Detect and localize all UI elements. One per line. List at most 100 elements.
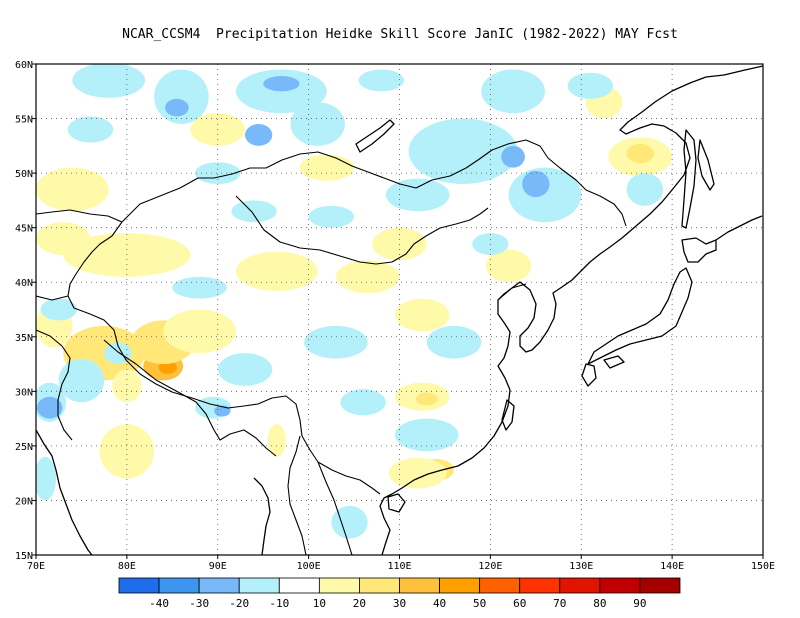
colorbar-bin (318, 577, 360, 594)
coastline-mainland (379, 65, 763, 555)
island-honshu (587, 267, 693, 365)
skill-patch (58, 358, 105, 403)
colorbar-bin (198, 577, 240, 594)
skill-patch (501, 145, 525, 168)
x-tick-label: 110E (387, 561, 411, 572)
skill-patch (217, 353, 273, 386)
x-tick-label: 120E (478, 561, 502, 572)
y-tick-label: 55N (15, 115, 33, 126)
skill-patch (394, 418, 459, 452)
y-tick-label: 15N (15, 551, 33, 562)
border-korea (497, 283, 527, 301)
skill-patch (331, 505, 368, 539)
island-taiwan (501, 399, 515, 431)
colorbar-label: 80 (593, 597, 606, 610)
coastline-okhotsk (697, 139, 715, 191)
coastlines-and-borders (36, 65, 763, 555)
island-chain-kuril (715, 215, 763, 241)
y-tick-label: 40N (15, 278, 33, 289)
skill-patch (385, 178, 450, 212)
skill-patch (163, 309, 236, 354)
colorbar-bin (278, 577, 320, 594)
border-west-china (67, 221, 303, 437)
skill-patch (231, 200, 277, 223)
skill-patch (36, 222, 91, 255)
x-tick-label: 150E (751, 561, 775, 572)
border-himalaya (103, 339, 277, 457)
colorbar: -40 -30 -20 -10 10 20 30 40 50 60 70 80 90 (118, 577, 681, 610)
y-tick-label: 35N (15, 333, 33, 344)
skill-patch (481, 69, 545, 114)
colorbar-bin (519, 577, 561, 594)
colorbar-bin (359, 577, 400, 594)
border-kazakhstan (36, 209, 123, 223)
skill-patch (408, 118, 518, 185)
skill-patch (36, 456, 56, 501)
x-tick-label: 100E (297, 561, 321, 572)
skill-patch (522, 170, 550, 198)
colorbar-label: 60 (513, 597, 526, 610)
skill-patch (67, 116, 114, 143)
skill-patch (36, 167, 109, 212)
skill-patch (235, 69, 327, 114)
colorbar-label: -40 (149, 597, 169, 610)
skill-patch (267, 424, 286, 457)
colorbar-label: 10 (313, 597, 326, 610)
colorbar-bin (158, 577, 200, 594)
skill-patch (290, 102, 345, 146)
colorbar-bin (639, 577, 681, 594)
grid-lines (36, 64, 763, 555)
skill-patch (415, 392, 438, 406)
skill-patch (394, 298, 450, 332)
y-tick-label: 20N (15, 496, 33, 507)
colorbar-bin (599, 577, 641, 594)
y-tick-label: 30N (15, 387, 33, 398)
skill-patch (72, 64, 146, 98)
island-sakhalin (681, 129, 697, 229)
island-hainan (387, 493, 406, 513)
skill-patch (112, 369, 142, 403)
border-southeast-asia (287, 435, 381, 555)
skill-patch (99, 424, 155, 479)
skill-patch (567, 72, 614, 99)
skill-patch (340, 389, 386, 416)
skill-patch (626, 143, 654, 164)
colorbar-label: 40 (433, 597, 446, 610)
colorbar-bin (399, 577, 440, 594)
skill-patch (304, 325, 368, 359)
skill-patch (426, 325, 482, 359)
skill-patch (388, 457, 447, 489)
skill-patch (308, 205, 355, 228)
colorbar-bin (559, 577, 601, 594)
skill-patch (263, 76, 300, 92)
lake-baikal (355, 119, 395, 153)
border-central-asia (36, 295, 73, 441)
island-kyushu (581, 363, 597, 387)
skill-patch (335, 260, 400, 294)
x-tick-label: 140E (660, 561, 684, 572)
colorbar-label: 30 (393, 597, 406, 610)
skill-patch (40, 298, 77, 321)
colorbar-bin (118, 577, 160, 594)
x-tick-label: 130E (569, 561, 593, 572)
skill-patch (358, 69, 405, 92)
skill-patch (214, 405, 231, 417)
colorbar-label: -10 (269, 597, 289, 610)
skill-patch (299, 154, 355, 181)
skill-patch (165, 98, 189, 117)
axis-tick-labels: 70E 80E 90E 100E 110E 120E 130E 140E 150E 15N 20N 2… (15, 60, 775, 572)
border-china-mongolia (235, 195, 489, 265)
skill-patch (195, 162, 241, 185)
x-tick-label: 70E (27, 561, 45, 572)
colorbar-label: -30 (189, 597, 209, 610)
skill-patch (485, 249, 532, 283)
coastline-india (36, 429, 93, 555)
skill-patch (235, 251, 318, 291)
colorbar-label: 20 (353, 597, 366, 610)
border-china-mongolia-russia (121, 139, 627, 227)
y-tick-label: 60N (15, 60, 33, 71)
y-tick-label: 50N (15, 169, 33, 180)
skill-patch (154, 69, 209, 125)
island-shikoku (603, 355, 625, 369)
